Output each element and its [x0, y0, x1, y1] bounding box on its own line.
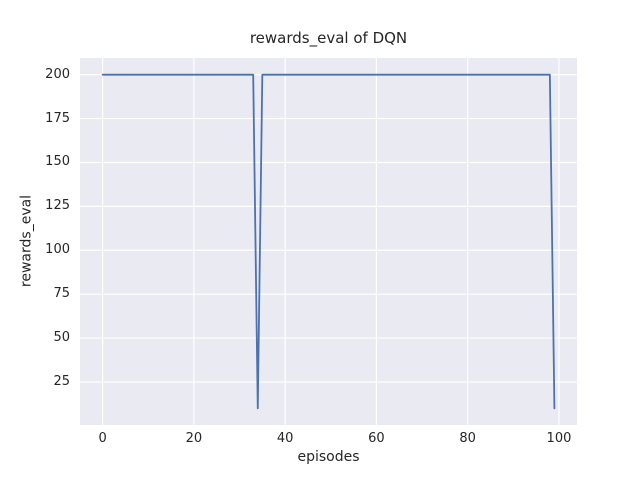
x-tick-label: 20 — [185, 431, 203, 446]
y-tick-label: 175 — [45, 110, 70, 126]
y-tick-label: 50 — [53, 330, 70, 346]
x-axis-label: episodes — [297, 449, 360, 465]
x-tick-label: 80 — [459, 431, 476, 446]
y-tick-label: 25 — [53, 373, 70, 389]
y-axis-label: rewards_eval — [18, 194, 35, 288]
plot-area — [80, 58, 577, 425]
y-tick-label: 200 — [45, 66, 70, 82]
y-tick-label: 125 — [45, 198, 70, 214]
x-tick-label: 40 — [276, 431, 294, 446]
y-tick-label: 150 — [45, 154, 70, 170]
plot-canvas — [80, 58, 577, 425]
y-tick-label: 75 — [53, 286, 70, 302]
x-tick-label: 100 — [546, 431, 572, 446]
series-line-rewards-eval — [101, 73, 556, 410]
chart-title: rewards_eval of DQN — [249, 29, 408, 47]
x-tick-label: 60 — [368, 431, 385, 446]
x-tick-label: 0 — [98, 431, 107, 446]
y-tick-label: 100 — [45, 242, 70, 258]
